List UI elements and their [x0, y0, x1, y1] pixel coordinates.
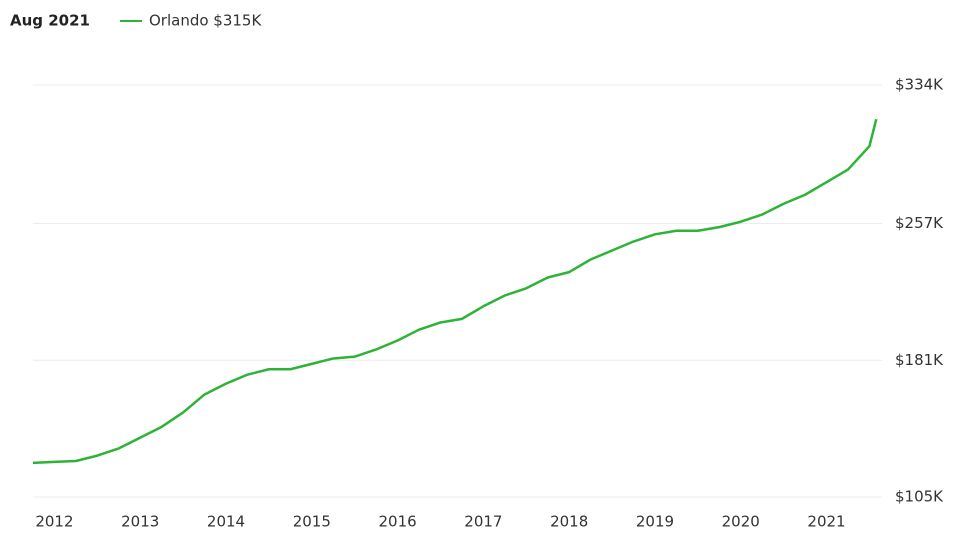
y-tick-label: $105K	[895, 488, 944, 506]
x-tick-label: 2017	[464, 513, 502, 531]
date-label: Aug 2021	[10, 12, 90, 30]
legend-label: Orlando $315K	[149, 12, 262, 30]
x-tick-label: 2016	[379, 513, 417, 531]
x-tick-label: 2014	[207, 513, 245, 531]
x-tick-label: 2019	[636, 513, 674, 531]
data-line	[32, 118, 878, 465]
x-tick-label: 2018	[550, 513, 588, 531]
x-tick-label: 2012	[35, 513, 73, 531]
y-tick-label: $257K	[895, 214, 944, 232]
x-tick-label: 2013	[121, 513, 159, 531]
x-tick-label: 2020	[722, 513, 760, 531]
y-tick-label: $334K	[895, 76, 944, 94]
y-tick-label: $181K	[895, 351, 944, 369]
x-tick-label: 2021	[807, 513, 845, 531]
x-tick-label: 2015	[293, 513, 331, 531]
